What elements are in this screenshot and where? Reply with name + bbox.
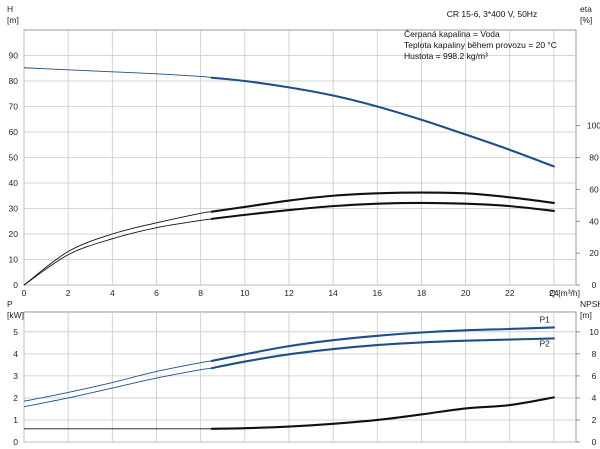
y-left-tick-label: 80 — [9, 76, 19, 86]
y-left-tick-label: 20 — [9, 229, 19, 239]
y-right-tick-label: 60 — [589, 184, 599, 194]
info-line-temperature: Teplota kapaliny během provozu = 20 °C — [404, 40, 557, 50]
y-left-tick-label: 5 — [13, 327, 18, 337]
chart-title: CR 15-6, 3*400 V, 50Hz — [447, 9, 537, 19]
series-label: P2 — [540, 338, 551, 348]
y-left-tick-label: 30 — [9, 204, 19, 214]
x-tick-label: 24 — [549, 288, 559, 298]
y-left-axis-title: H — [7, 4, 13, 14]
y-left-tick-label: 0 — [13, 437, 18, 447]
series-line-bold — [210, 337, 555, 370]
y-right-tick-label: 40 — [589, 216, 599, 226]
y-right-axis-title: [%] — [580, 15, 592, 25]
x-tick-label: 16 — [373, 288, 383, 298]
y-left-tick-label: 40 — [9, 178, 19, 188]
info-line-density: Hustota = 998.2 kg/m³ — [404, 51, 488, 61]
y-right-tick-label: 0 — [592, 437, 597, 447]
series-line-thin — [23, 360, 212, 402]
y-left-axis-title: [kW] — [7, 310, 24, 320]
series-line-bold — [210, 326, 555, 362]
x-tick-label: 4 — [110, 288, 115, 298]
bottom-panel: 0 1 2 3 4 5 0 2 4 6 8 10 P[kW] NPSH[m] P1 P2 — [7, 299, 600, 447]
top-panel: 0 2 4 6 8 10 12 14 16 18 20 22 240102030405060708090… — [7, 4, 600, 298]
y-right-tick-label: 8 — [592, 349, 597, 359]
y-right-axis-title: [m] — [580, 310, 592, 320]
y-left-tick-label: 0 — [13, 280, 18, 290]
y-right-tick-label: 0 — [592, 280, 597, 290]
y-right-tick-label: 10 — [589, 327, 599, 337]
y-left-tick-label: 2 — [13, 393, 18, 403]
x-axis-title: Q [m³/h] — [549, 288, 580, 298]
y-right-tick-label: 2 — [592, 415, 597, 425]
series-line-thin — [23, 367, 212, 408]
y-left-tick-label: 1 — [13, 415, 18, 425]
x-tick-label: 20 — [461, 288, 471, 298]
x-tick-label: 22 — [505, 288, 515, 298]
series-label: P1 — [540, 314, 551, 324]
x-tick-label: 14 — [328, 288, 338, 298]
y-right-tick-label: 4 — [592, 393, 597, 403]
x-tick-label: 6 — [154, 288, 159, 298]
y-right-tick-label: 80 — [589, 153, 599, 163]
series-line-bold — [210, 76, 555, 168]
x-tick-label: 18 — [417, 288, 427, 298]
y-left-tick-label: 3 — [13, 371, 18, 381]
series-line-bold — [210, 191, 555, 213]
y-left-axis-title: [m] — [7, 15, 19, 25]
info-line-fluid: Čerpaná kapalina = Voda — [404, 29, 500, 39]
y-right-tick-label: 20 — [589, 248, 599, 258]
y-left-tick-label: 10 — [9, 255, 19, 265]
x-tick-label: 12 — [284, 288, 294, 298]
y-right-tick-label: 100 — [587, 121, 600, 131]
series-line-thin — [23, 211, 212, 286]
y-left-tick-label: 90 — [9, 51, 19, 61]
y-left-tick-label: 60 — [9, 127, 19, 137]
y-left-axis-title: P — [7, 299, 13, 309]
x-tick-label: 2 — [66, 288, 71, 298]
series-line-bold — [210, 396, 555, 430]
y-right-axis-title: NPSH — [580, 299, 600, 309]
y-right-tick-label: 6 — [592, 371, 597, 381]
y-left-tick-label: 50 — [9, 153, 19, 163]
y-left-tick-label: 70 — [9, 102, 19, 112]
x-tick-label: 8 — [198, 288, 203, 298]
series-line-thin — [23, 218, 212, 286]
series-line-bold — [210, 201, 555, 220]
y-right-axis-title: eta — [580, 4, 592, 14]
x-tick-label: 10 — [240, 288, 250, 298]
y-left-tick-label: 4 — [13, 349, 18, 359]
series-line-thin — [23, 67, 212, 79]
x-tick-label: 0 — [22, 288, 27, 298]
